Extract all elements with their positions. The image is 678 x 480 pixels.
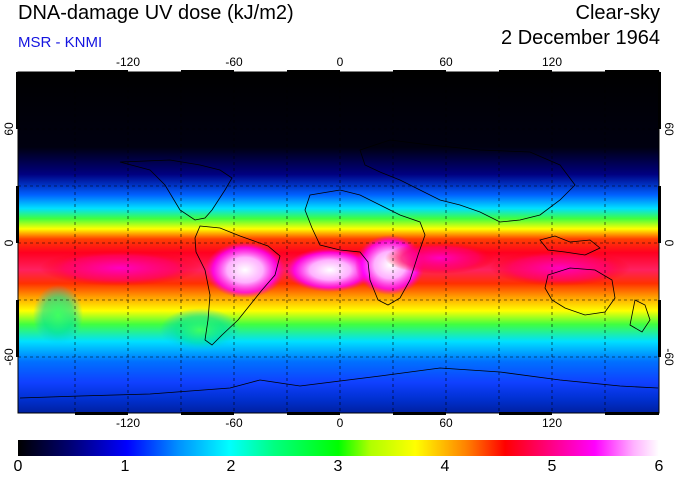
colorbar-label: 6 bbox=[654, 458, 664, 475]
lon-tick-top: 120 bbox=[542, 55, 562, 69]
lon-tick-bottom: 60 bbox=[439, 416, 453, 430]
colorbar-label: 4 bbox=[440, 458, 450, 475]
map-frame bbox=[16, 70, 661, 415]
map-title: DNA-damage UV dose (kJ/m2) bbox=[18, 2, 294, 24]
source-label: MSR - KNMI bbox=[18, 34, 103, 51]
colorbar-label: 0 bbox=[13, 458, 23, 475]
date-label: 2 December 1964 bbox=[501, 27, 660, 49]
lon-tick-top: 60 bbox=[439, 55, 453, 69]
lat-tick-left: -60 bbox=[2, 348, 16, 366]
product-label: Clear-sky bbox=[575, 2, 660, 24]
lon-tick-top: -120 bbox=[116, 55, 140, 69]
graticule bbox=[18, 72, 659, 413]
colorbar-label: 3 bbox=[333, 458, 343, 475]
lat-tick-right: -60 bbox=[662, 348, 676, 366]
lon-tick-bottom: -60 bbox=[225, 416, 243, 430]
dose-field bbox=[18, 72, 659, 413]
lat-tick-right: 0 bbox=[662, 240, 676, 247]
lon-tick-bottom: 120 bbox=[542, 416, 562, 430]
colorbar bbox=[18, 440, 659, 456]
lon-tick-top: -60 bbox=[225, 55, 243, 69]
lon-tick-bottom: -120 bbox=[116, 416, 140, 430]
lon-tick-top: 0 bbox=[337, 55, 344, 69]
coastlines bbox=[19, 139, 659, 399]
lat-tick-left: 60 bbox=[2, 122, 16, 136]
lat-tick-left: 0 bbox=[2, 239, 16, 246]
colorbar-label: 2 bbox=[226, 458, 236, 475]
lat-tick-right: 60 bbox=[662, 122, 676, 136]
colorbar-label: 5 bbox=[547, 458, 557, 475]
lon-tick-bottom: 0 bbox=[337, 416, 344, 430]
colorbar-label: 1 bbox=[120, 458, 130, 475]
